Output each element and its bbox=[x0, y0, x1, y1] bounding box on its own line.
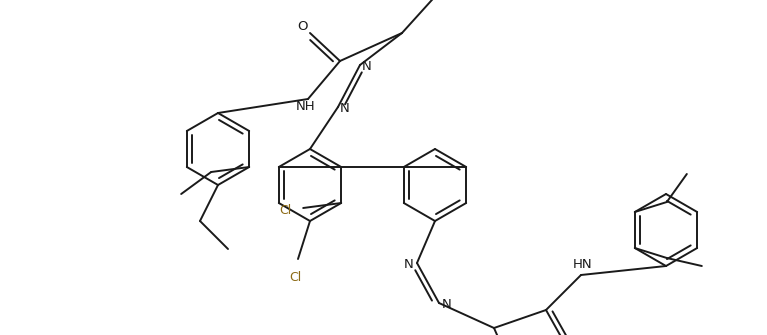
Text: N: N bbox=[340, 103, 350, 116]
Text: Cl: Cl bbox=[289, 271, 301, 284]
Text: N: N bbox=[362, 61, 372, 73]
Text: O: O bbox=[297, 20, 308, 34]
Text: Cl: Cl bbox=[279, 203, 291, 216]
Text: N: N bbox=[442, 298, 452, 312]
Text: N: N bbox=[404, 259, 414, 271]
Text: HN: HN bbox=[573, 259, 593, 271]
Text: NH: NH bbox=[296, 100, 316, 114]
